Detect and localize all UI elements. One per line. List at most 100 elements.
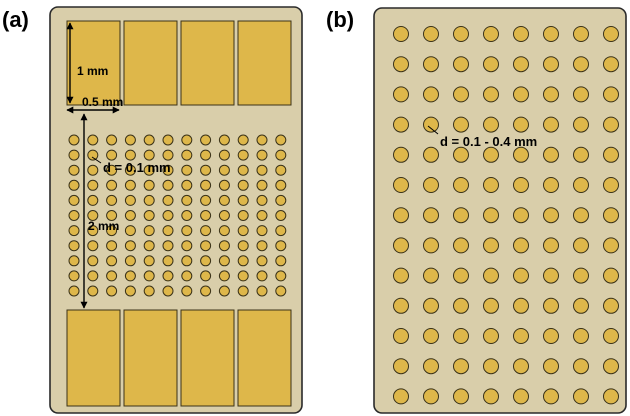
- microdot-b-dot: [423, 26, 439, 42]
- microdot-a-dot: [200, 225, 212, 237]
- microdot-a-dot: [237, 240, 249, 252]
- microdot-a-dot: [237, 210, 249, 221]
- microdot-b-dot: [573, 86, 589, 103]
- microdot-b-dot: [453, 297, 469, 314]
- microdot-b-dot: [543, 146, 559, 163]
- microdot-a-dot: [143, 255, 155, 267]
- microdot-a-dot: [256, 134, 268, 146]
- microdot-a-dot: [181, 164, 193, 176]
- microdot-a-dot: [68, 164, 80, 176]
- microdot-b-dot: [513, 328, 529, 344]
- microdot-b-dot: [393, 56, 409, 73]
- bottom-pad-row: [66, 309, 292, 407]
- bottom-pad-1: [66, 309, 121, 407]
- microdot-b-dot: [543, 116, 559, 133]
- height-label: 1 mm: [77, 64, 108, 78]
- microdot-a-dot: [181, 149, 193, 161]
- microdot-a-dot: [106, 240, 118, 252]
- microdot-b-dot: [573, 56, 589, 73]
- microdot-a-dot: [162, 270, 174, 282]
- microdot-b-dot: [453, 328, 469, 344]
- microdot-a-dot: [237, 270, 249, 282]
- top-pad-3: [180, 20, 235, 106]
- microdot-a-dot: [68, 194, 80, 206]
- microdot-b-dot: [573, 358, 589, 375]
- panel-b-board: [373, 7, 627, 414]
- microdot-a-dot: [87, 285, 99, 297]
- microdot-b-dot: [393, 116, 409, 133]
- microdot-a-dot: [124, 225, 136, 237]
- microdot-b-dot: [573, 177, 589, 193]
- microdot-b-dot: [543, 237, 559, 254]
- microdot-a-dot: [124, 255, 136, 267]
- microdot-b-dot: [603, 146, 619, 163]
- microdot-a-dot: [237, 134, 249, 146]
- microdot-array-b: [393, 26, 619, 405]
- microdot-a-dot: [162, 225, 174, 237]
- microdot-b-dot: [483, 207, 499, 224]
- microdot-b-dot: [393, 237, 409, 254]
- microdot-a-dot: [275, 134, 287, 146]
- microdot-a-dot: [275, 225, 287, 237]
- microdot-a-dot: [162, 285, 174, 297]
- microdot-b-dot: [603, 177, 619, 193]
- microdot-b-dot: [603, 237, 619, 254]
- microdot-b-dot: [483, 146, 499, 163]
- microdot-a-dot: [275, 179, 287, 191]
- microdot-b-dot: [423, 116, 439, 133]
- microdot-b-dot: [513, 267, 529, 284]
- microdot-a-dot: [143, 240, 155, 252]
- microdot-a-dot: [143, 179, 155, 191]
- microdot-b-dot: [423, 86, 439, 103]
- microdot-b-dot: [423, 237, 439, 254]
- microdot-a-dot: [237, 179, 249, 191]
- microdot-b-dot: [393, 267, 409, 284]
- microdot-b-dot: [603, 388, 619, 405]
- microdot-b-dot: [483, 86, 499, 103]
- microdot-b-dot: [603, 297, 619, 314]
- microdot-b-dot: [573, 297, 589, 314]
- microdot-a-dot: [275, 285, 287, 297]
- microdot-b-dot: [483, 297, 499, 314]
- microdot-b-dot: [423, 297, 439, 314]
- microdot-b-dot: [483, 328, 499, 344]
- microdot-b-dot: [483, 56, 499, 73]
- microdot-a-dot: [68, 134, 80, 146]
- microdot-b-dot: [573, 388, 589, 405]
- microdot-a-dot: [87, 179, 99, 191]
- top-pad-1: [66, 20, 121, 106]
- diameter-pointer-b: [427, 125, 439, 135]
- microdot-a-dot: [106, 225, 118, 237]
- microdot-b-dot: [453, 26, 469, 42]
- microdot-a-dot: [68, 179, 80, 191]
- microdot-a-dot: [218, 134, 230, 146]
- microdot-a-dot: [275, 194, 287, 206]
- bottom-pad-4: [237, 309, 292, 407]
- microdot-a-dot: [181, 225, 193, 237]
- microdot-a-dot: [68, 270, 80, 282]
- microdot-b-dot: [393, 177, 409, 193]
- microdot-a-dot: [162, 149, 174, 161]
- panel-b-label: (b): [326, 7, 354, 32]
- microdot-b-dot: [393, 207, 409, 224]
- microdot-b-dot: [603, 267, 619, 284]
- microdot-a-dot: [181, 285, 193, 297]
- microdot-b-dot: [573, 267, 589, 284]
- microdot-b-dot: [453, 267, 469, 284]
- microdot-a-dot: [200, 134, 212, 146]
- spacing-label: 2 mm: [88, 219, 119, 233]
- microdot-a-dot: [218, 240, 230, 252]
- microdot-b-dot: [483, 267, 499, 284]
- diameter-label-b: d = 0.1 - 0.4 mm: [440, 134, 537, 149]
- microdot-a-dot: [237, 164, 249, 176]
- microdot-a-dot: [275, 164, 287, 176]
- microdot-b-dot: [543, 56, 559, 73]
- microdot-b-dot: [453, 177, 469, 193]
- microdot-b-dot: [483, 26, 499, 42]
- microdot-a-dot: [218, 270, 230, 282]
- microdot-a-dot: [106, 194, 118, 206]
- microdot-a-dot: [162, 179, 174, 191]
- microdot-a-dot: [124, 285, 136, 297]
- microdot-a-dot: [162, 134, 174, 146]
